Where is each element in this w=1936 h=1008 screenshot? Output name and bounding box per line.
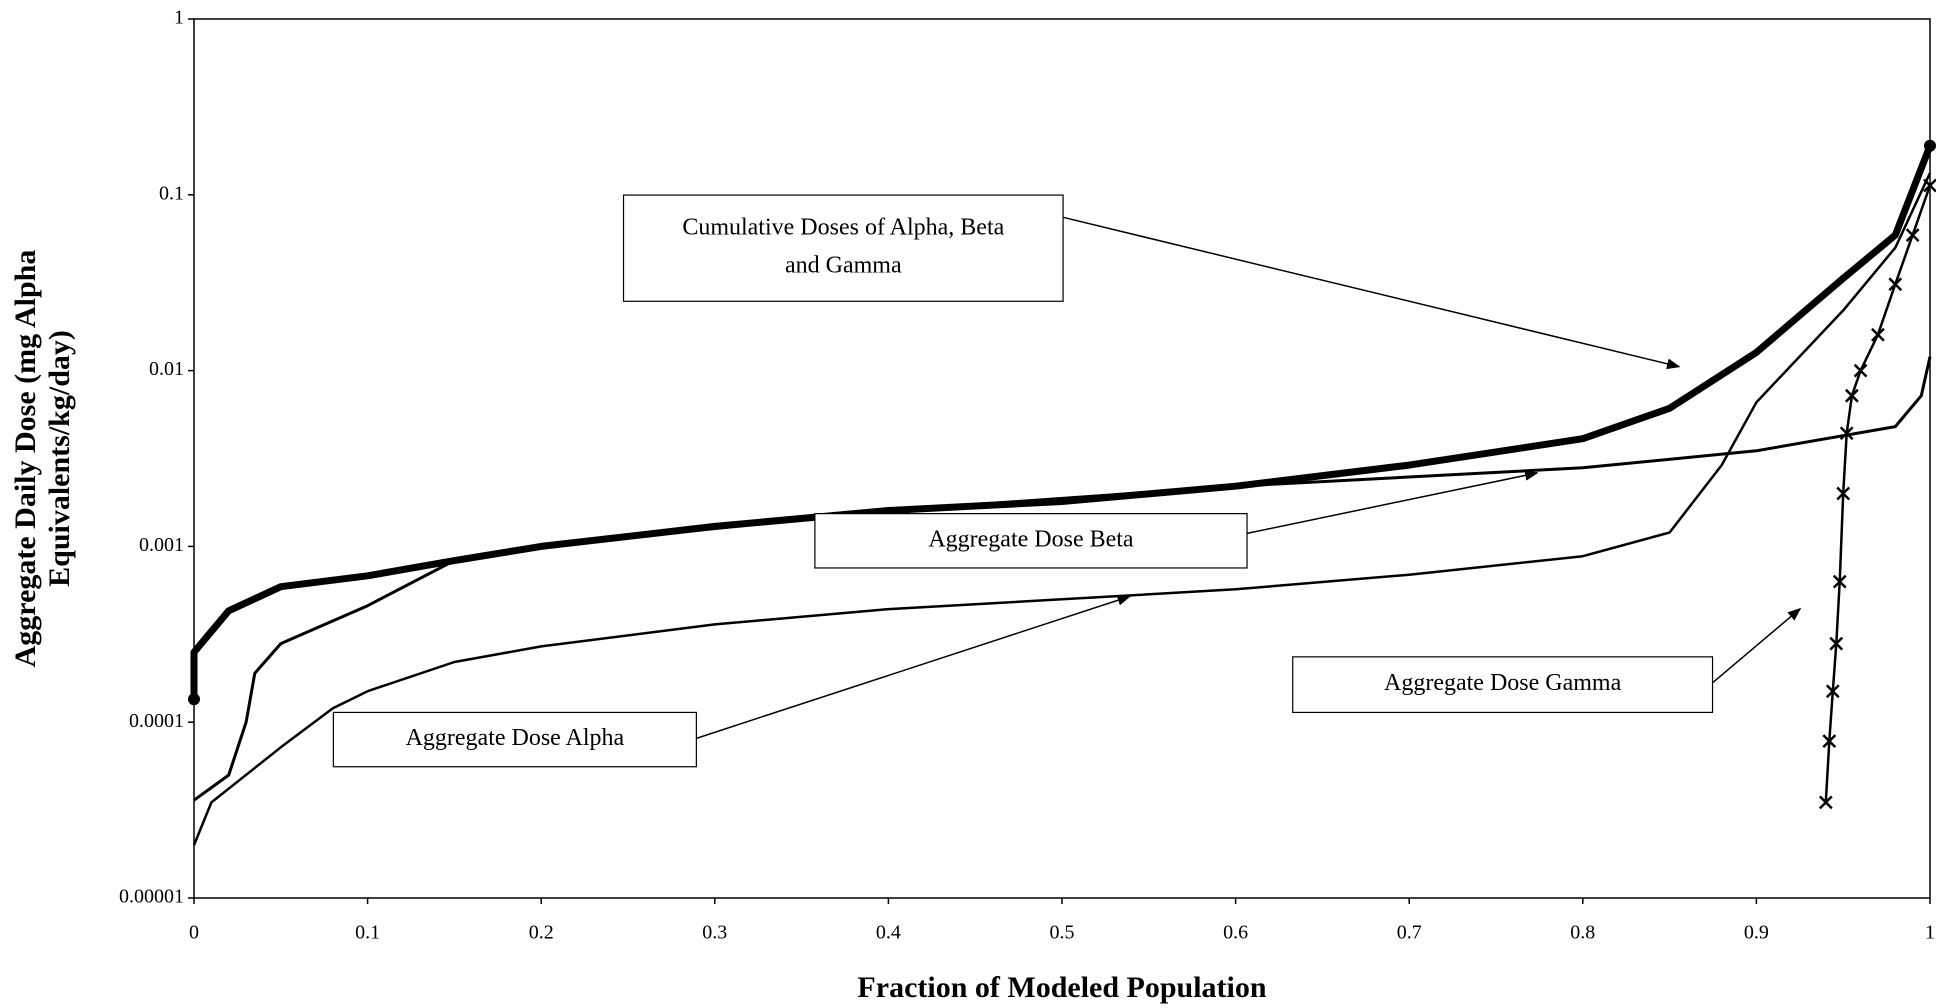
annotation-text: Aggregate Dose Beta [928,526,1134,552]
marker-dot [188,693,200,706]
y-tick-label: 0.001 [139,534,184,556]
annotation-arrow [1062,216,1681,370]
annotation-box [332,711,697,768]
y-tick-label: 1 [174,7,184,29]
annotation-box [1292,656,1714,714]
x-tick-label: 0.6 [1223,922,1248,944]
x-tick-label: 0.7 [1397,922,1422,944]
y-axis-title: Equivalents/kg/day) [43,330,76,587]
annotation-arrow [696,595,1132,740]
marker-x [1853,363,1868,378]
y-tick-label: 0.1 [159,182,184,204]
x-tick-label: 0.8 [1570,922,1595,944]
series-line [192,172,1932,846]
marker-x [1923,178,1936,193]
y-tick-label: 0.01 [149,358,184,380]
annotation-arrow [1246,470,1539,535]
marker-x [1844,388,1859,403]
x-tick-label: 0 [189,922,199,944]
x-tick-label: 0.2 [529,922,554,944]
x-tick-label: 0.3 [702,922,727,944]
marker-x [1839,426,1854,441]
annotation-text: and Gamma [785,253,902,279]
marker-x [1818,795,1833,810]
marker-x [1829,636,1844,651]
y-axis-title: Aggregate Daily Dose (mg Alpha [9,250,42,668]
marker-x [1825,684,1840,699]
marker-x [1836,486,1851,501]
annotation-text: Cumulative Doses of Alpha, Beta [682,215,1004,241]
x-tick-label: 0.1 [355,922,380,944]
annotation-text: Aggregate Dose Alpha [406,725,625,751]
y-tick-label: 0.00001 [119,886,184,908]
marker-x [1832,574,1847,589]
annotation-text: Aggregate Dose Gamma [1384,670,1622,696]
marker-x [1871,327,1885,342]
x-tick-label: 0.5 [1050,922,1075,944]
x-tick-label: 0.4 [876,922,901,944]
marker-dot [1924,139,1936,152]
x-axis-title: Fraction of Modeled Population [857,971,1266,1004]
y-tick-label: 0.0001 [129,710,184,732]
x-tick-label: 1 [1925,922,1935,944]
marker-x [1888,277,1903,292]
annotation-arrow [1712,607,1802,684]
x-tick-label: 0.9 [1744,922,1769,944]
marker-x [1905,228,1920,242]
annotation-box [814,513,1248,569]
series-line [190,144,1934,700]
annotation-box [622,194,1064,302]
marker-x [1822,734,1837,749]
